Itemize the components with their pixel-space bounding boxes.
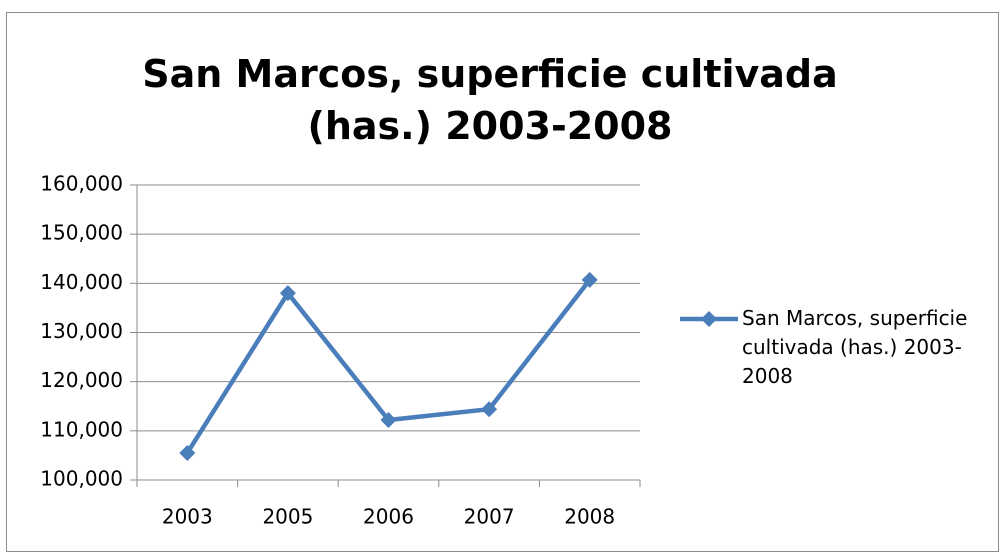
y-tick-label: 110,000 xyxy=(40,417,123,441)
legend-marker xyxy=(701,311,717,327)
point-marker xyxy=(380,412,397,429)
x-tick-label: 2005 xyxy=(262,505,313,529)
x-tick-label: 2006 xyxy=(363,505,414,529)
page: {"chart_data": {"type": "line", "title":… xyxy=(6,12,999,552)
x-tick-label: 2007 xyxy=(464,505,515,529)
point-marker xyxy=(481,401,498,418)
y-tick-label: 140,000 xyxy=(40,270,123,294)
y-tick-label: 120,000 xyxy=(40,368,123,392)
y-tick-label: 150,000 xyxy=(40,221,123,245)
point-marker xyxy=(179,444,196,461)
point-marker xyxy=(279,285,296,302)
x-tick-label: 2008 xyxy=(564,505,615,529)
y-tick-label: 130,000 xyxy=(40,319,123,343)
chart: 100,000 110,000 120,000 130,000 140,000 150,0… xyxy=(40,172,738,529)
y-tick-label: 160,000 xyxy=(40,172,123,196)
legend-label: San Marcos, superficie cultivada (has.) … xyxy=(742,306,968,388)
y-tick-label: 100,000 xyxy=(40,467,123,491)
point-marker xyxy=(581,271,598,288)
x-tick-label: 2003 xyxy=(162,505,213,529)
chart-title: San Marcos, superficie cultivada (has.) … xyxy=(142,52,838,148)
